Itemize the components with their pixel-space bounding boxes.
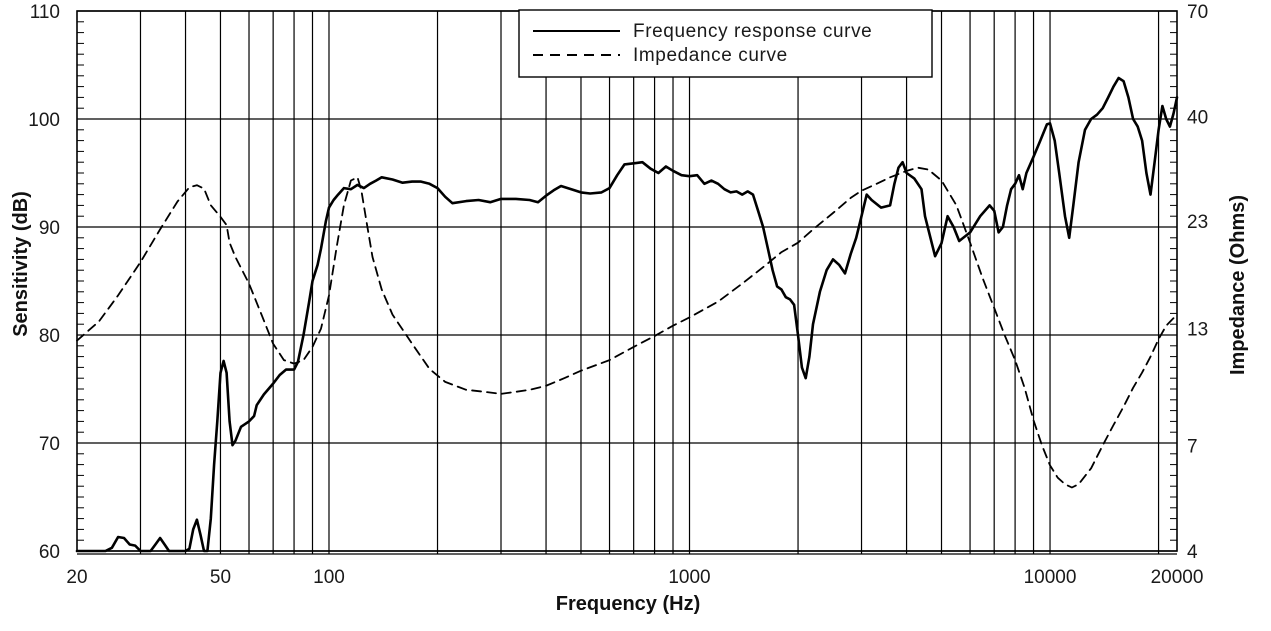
x-axis-tick-labels: 20 50 100 1000 10000 20000 [66, 567, 1203, 588]
y-axis-title: Sensitivity (dB) [10, 191, 32, 337]
y2-tick-label: 4 [1187, 542, 1198, 563]
plot-frame [76, 10, 1178, 552]
x-tick-label: 1000 [668, 567, 710, 588]
y2-tick-label: 23 [1187, 212, 1208, 233]
y-tick-label: 110 [30, 2, 60, 23]
y2-axis-tick-labels: 4 7 13 23 40 70 [1187, 2, 1208, 563]
y-tick-label: 90 [39, 218, 60, 239]
x-tick-label: 50 [210, 567, 231, 588]
legend: Frequency response curve Impedance curve [518, 9, 933, 78]
y2-tick-label: 7 [1187, 436, 1198, 457]
series-layer [75, 76, 1179, 553]
x-tick-label: 20000 [1151, 567, 1204, 588]
y2-tick-label: 70 [1187, 2, 1208, 23]
y-tick-label: 80 [39, 326, 60, 347]
legend-label-impedance: Impedance curve [633, 45, 788, 66]
minor-ticks [77, 21, 1177, 541]
y2-axis-title: Impedance (Ohms) [1227, 195, 1249, 375]
frequency-response-curve [75, 76, 1179, 553]
y2-tick-label: 13 [1187, 320, 1208, 341]
y-tick-label: 60 [39, 542, 60, 563]
legend-box [518, 9, 933, 78]
legend-label-frequency-response: Frequency response curve [633, 21, 872, 42]
x-tick-label: 100 [313, 567, 345, 588]
x-tick-label: 20 [66, 567, 87, 588]
impedance-curve [76, 166, 1178, 489]
gridlines [77, 10, 1177, 555]
y-tick-label: 70 [39, 434, 60, 455]
y-tick-label: 100 [28, 110, 60, 131]
x-tick-label: 10000 [1024, 567, 1077, 588]
y2-tick-label: 40 [1187, 108, 1208, 129]
y-axis-tick-labels: 60 70 80 90 100 110 [28, 2, 60, 563]
x-axis-title: Frequency (Hz) [556, 593, 700, 615]
